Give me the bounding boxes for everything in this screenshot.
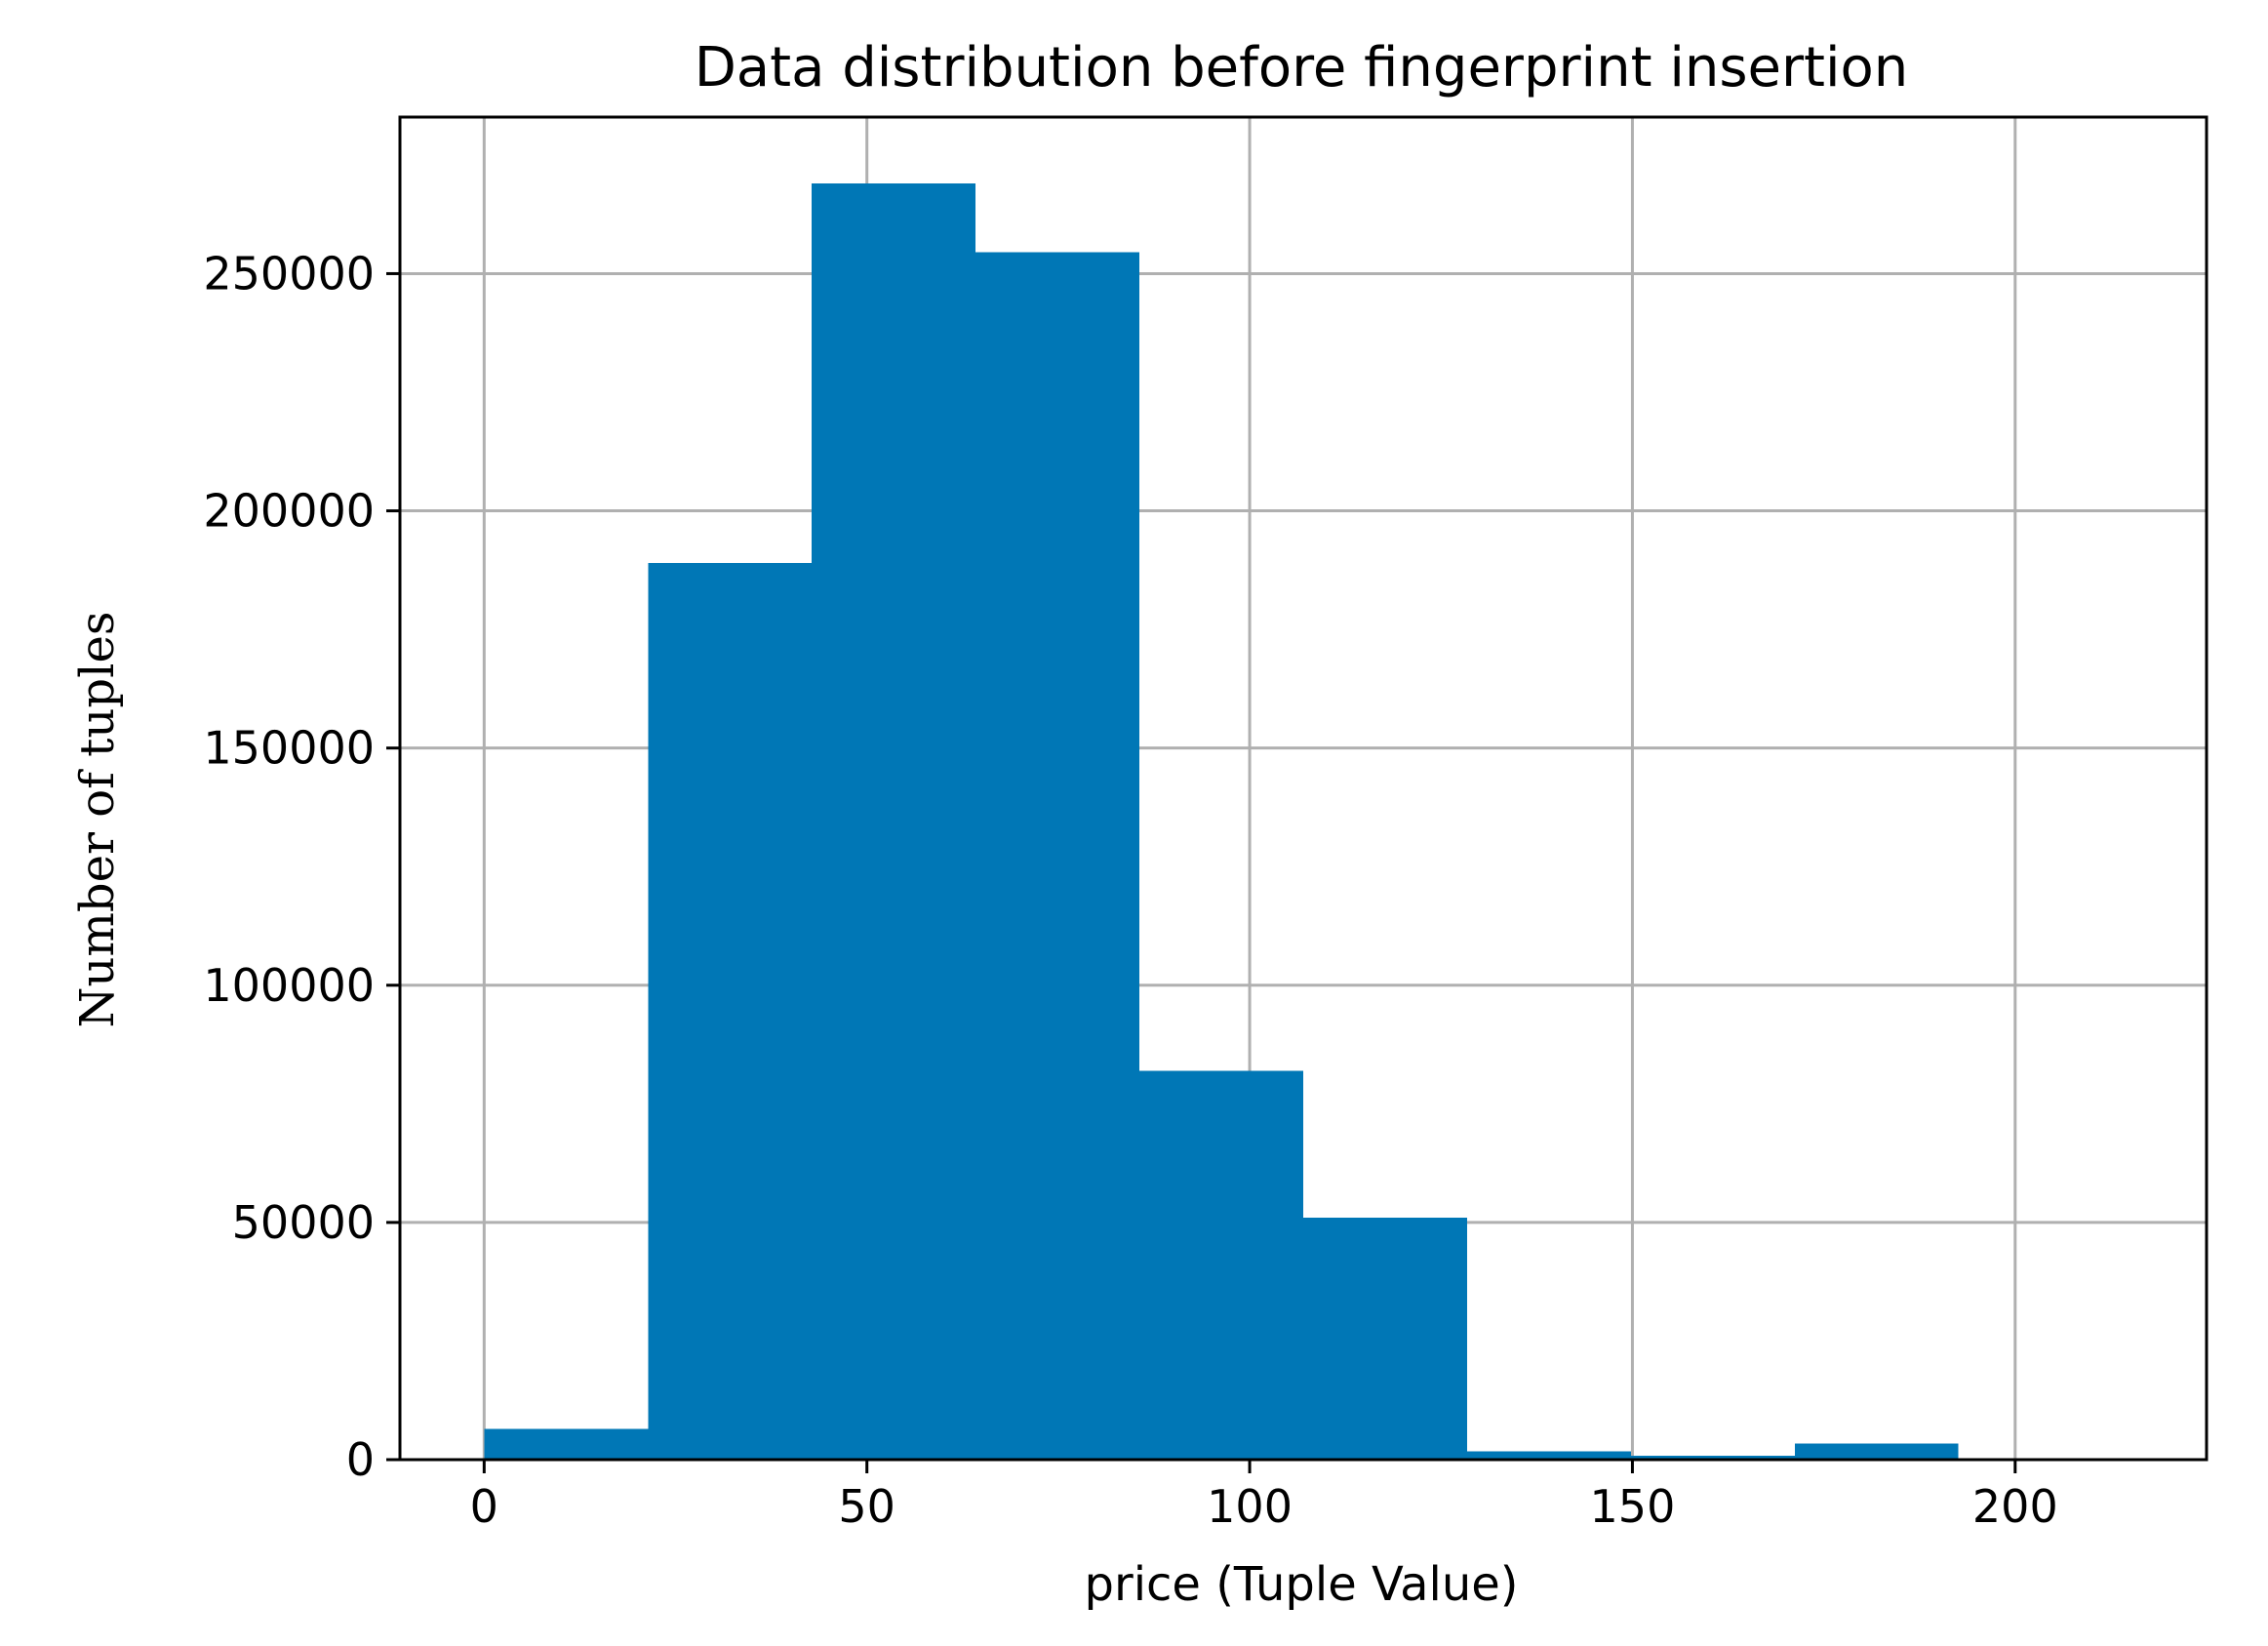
y-tick-label: 150000 (203, 722, 375, 775)
histogram-bar-6 (1303, 1218, 1467, 1460)
y-tick-label: 0 (346, 1433, 375, 1486)
y-axis-ticks: 0 50000 100000 150000 200000 250000 (203, 247, 400, 1486)
x-axis-label: price (Tuple Value) (1084, 1557, 1518, 1612)
x-tick-label: 0 (470, 1480, 498, 1533)
x-tick-label: 100 (1207, 1480, 1293, 1533)
histogram-bar-5 (1139, 1070, 1303, 1460)
histogram-bar-4 (975, 252, 1140, 1460)
y-tick-label: 50000 (232, 1196, 375, 1249)
y-tick-label: 250000 (203, 247, 375, 300)
x-axis-ticks: 0 50 100 150 200 (470, 1460, 2058, 1533)
x-tick-label: 150 (1590, 1480, 1676, 1533)
plot-frame (398, 115, 2208, 1462)
histogram-bar-9 (1794, 1443, 1959, 1460)
y-axis-label: Number of tuples (70, 611, 125, 1027)
histogram-bar-1 (484, 1428, 649, 1460)
chart-title: Data distribution before fingerprint ins… (695, 36, 1909, 100)
y-tick-label: 100000 (203, 959, 375, 1012)
histogram-bars (484, 183, 1959, 1460)
histogram-bar-2 (648, 563, 813, 1460)
x-tick-label: 50 (838, 1480, 895, 1533)
histogram-bar-8 (1630, 1456, 1795, 1460)
x-tick-label: 200 (1972, 1480, 2058, 1533)
histogram-bar-7 (1466, 1451, 1631, 1460)
histogram-bar-3 (812, 183, 976, 1460)
y-tick-label: 200000 (203, 485, 375, 538)
